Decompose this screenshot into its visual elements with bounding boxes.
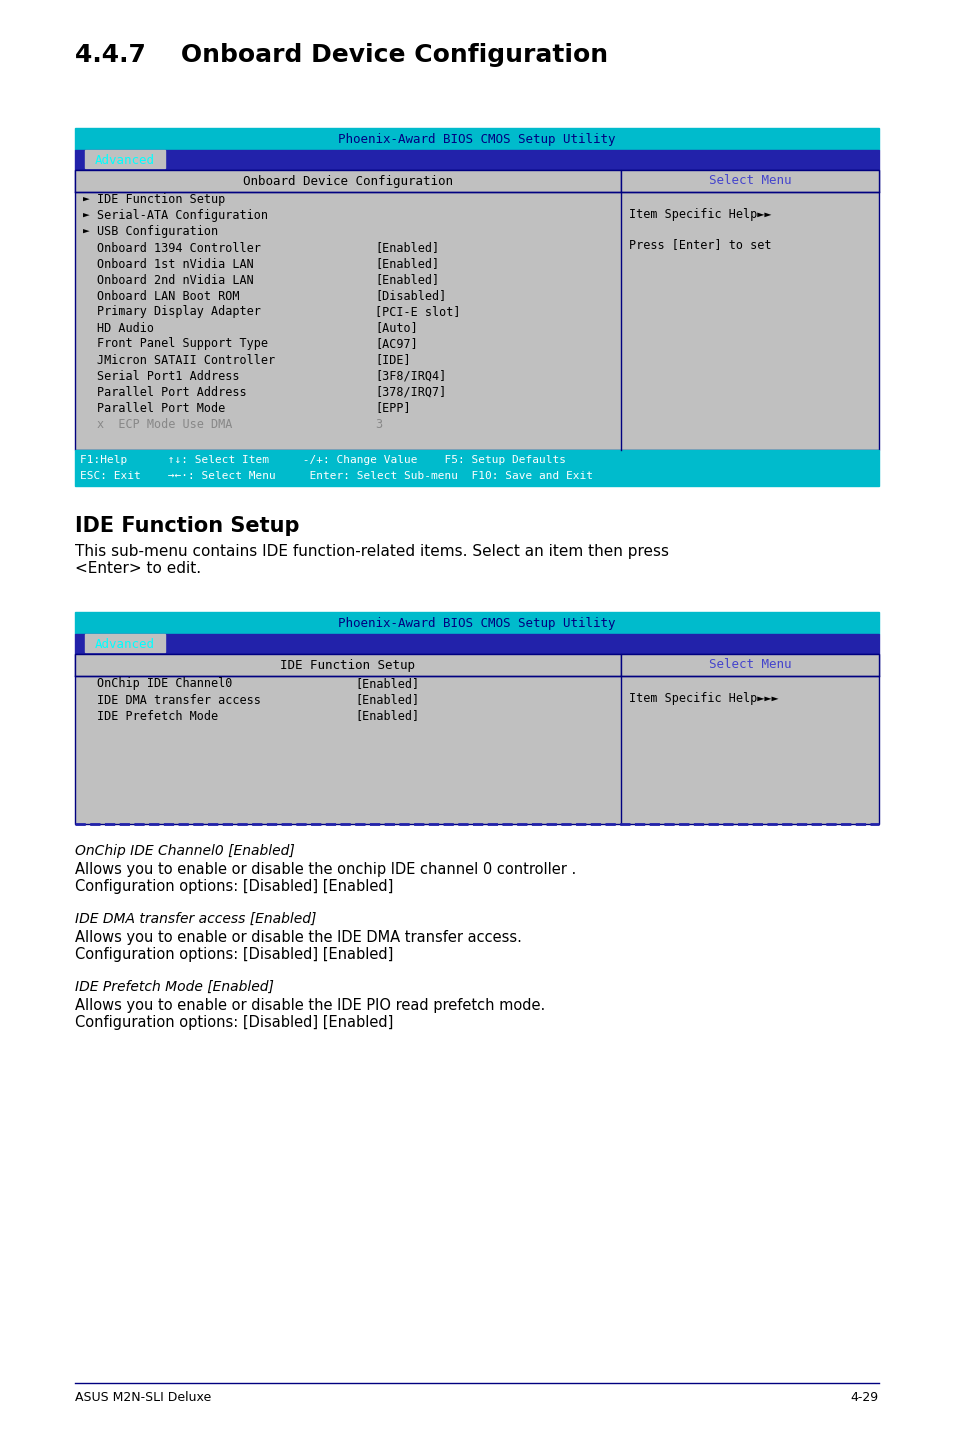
Bar xyxy=(75,654,878,824)
Text: Onboard Device Configuration: Onboard Device Configuration xyxy=(243,174,453,187)
Text: [378/IRQ7]: [378/IRQ7] xyxy=(375,385,446,398)
Text: OnChip IDE Channel0: OnChip IDE Channel0 xyxy=(97,677,233,690)
Bar xyxy=(620,170,878,193)
Bar xyxy=(75,634,878,654)
Text: [AC97]: [AC97] xyxy=(375,338,417,351)
Bar xyxy=(75,170,878,450)
Text: ►: ► xyxy=(83,196,90,206)
Bar xyxy=(75,170,620,193)
Bar xyxy=(620,654,878,676)
Text: [IDE]: [IDE] xyxy=(375,354,410,367)
Bar xyxy=(85,634,165,651)
Text: 4.4.7    Onboard Device Configuration: 4.4.7 Onboard Device Configuration xyxy=(75,43,607,68)
Text: Parallel Port Address: Parallel Port Address xyxy=(97,385,247,398)
Text: Allows you to enable or disable the onchip IDE channel 0 controller .
Configurat: Allows you to enable or disable the onch… xyxy=(75,861,576,894)
Text: Onboard LAN Boot ROM: Onboard LAN Boot ROM xyxy=(97,289,239,302)
Text: IDE DMA transfer access: IDE DMA transfer access xyxy=(97,693,260,706)
Text: [Enabled]: [Enabled] xyxy=(355,709,418,722)
Text: Allows you to enable or disable the IDE DMA transfer access.
Configuration optio: Allows you to enable or disable the IDE … xyxy=(75,930,521,962)
Text: IDE Function Setup: IDE Function Setup xyxy=(75,516,299,536)
Text: 4-29: 4-29 xyxy=(850,1391,878,1403)
Text: JMicron SATAII Controller: JMicron SATAII Controller xyxy=(97,354,274,367)
Text: USB Configuration: USB Configuration xyxy=(97,226,218,239)
Text: IDE Function Setup: IDE Function Setup xyxy=(97,194,225,207)
Text: OnChip IDE Channel0 [Enabled]: OnChip IDE Channel0 [Enabled] xyxy=(75,844,294,858)
Text: Parallel Port Mode: Parallel Port Mode xyxy=(97,401,225,414)
Text: IDE Function Setup: IDE Function Setup xyxy=(280,659,416,672)
Text: Serial-ATA Configuration: Serial-ATA Configuration xyxy=(97,210,268,223)
Text: [Enabled]: [Enabled] xyxy=(375,257,438,270)
Text: [3F8/IRQ4]: [3F8/IRQ4] xyxy=(375,370,446,383)
Bar xyxy=(75,613,878,634)
Bar xyxy=(75,450,878,486)
Text: Serial Port1 Address: Serial Port1 Address xyxy=(97,370,239,383)
Text: ►: ► xyxy=(83,227,90,237)
Bar xyxy=(75,128,878,150)
Text: [PCI-E slot]: [PCI-E slot] xyxy=(375,305,460,318)
Text: [Enabled]: [Enabled] xyxy=(355,677,418,690)
Text: ASUS M2N-SLI Deluxe: ASUS M2N-SLI Deluxe xyxy=(75,1391,211,1403)
Bar xyxy=(85,150,165,168)
Text: IDE Prefetch Mode [Enabled]: IDE Prefetch Mode [Enabled] xyxy=(75,981,274,994)
Text: [Auto]: [Auto] xyxy=(375,322,417,335)
Text: x  ECP Mode Use DMA: x ECP Mode Use DMA xyxy=(97,417,233,430)
Text: F1:Help      ↑↓: Select Item     -/+: Change Value    F5: Setup Defaults: F1:Help ↑↓: Select Item -/+: Change Valu… xyxy=(80,454,565,464)
Text: ESC: Exit    →←·: Select Menu     Enter: Select Sub-menu  F10: Save and Exit: ESC: Exit →←·: Select Menu Enter: Select… xyxy=(80,472,593,480)
Text: Advanced: Advanced xyxy=(95,154,154,167)
Text: Item Specific Help►►►: Item Specific Help►►► xyxy=(628,692,778,705)
Bar xyxy=(75,654,620,676)
Text: Item Specific Help►►

Press [Enter] to set: Item Specific Help►► Press [Enter] to se… xyxy=(628,209,771,252)
Text: Onboard 2nd nVidia LAN: Onboard 2nd nVidia LAN xyxy=(97,273,253,286)
Text: ►: ► xyxy=(83,211,90,221)
Text: Phoenix-Award BIOS CMOS Setup Utility: Phoenix-Award BIOS CMOS Setup Utility xyxy=(338,132,615,145)
Text: Primary Display Adapter: Primary Display Adapter xyxy=(97,305,260,318)
Text: [Enabled]: [Enabled] xyxy=(375,273,438,286)
Text: Onboard 1st nVidia LAN: Onboard 1st nVidia LAN xyxy=(97,257,253,270)
Text: Onboard 1394 Controller: Onboard 1394 Controller xyxy=(97,242,260,255)
Text: This sub-menu contains IDE function-related items. Select an item then press
<En: This sub-menu contains IDE function-rela… xyxy=(75,544,668,577)
Text: Select Menu: Select Menu xyxy=(708,174,790,187)
Text: IDE DMA transfer access [Enabled]: IDE DMA transfer access [Enabled] xyxy=(75,912,316,926)
Text: [EPP]: [EPP] xyxy=(375,401,410,414)
Text: Allows you to enable or disable the IDE PIO read prefetch mode.
Configuration op: Allows you to enable or disable the IDE … xyxy=(75,998,545,1031)
Text: IDE Prefetch Mode: IDE Prefetch Mode xyxy=(97,709,218,722)
Text: Phoenix-Award BIOS CMOS Setup Utility: Phoenix-Award BIOS CMOS Setup Utility xyxy=(338,617,615,630)
Text: Front Panel Support Type: Front Panel Support Type xyxy=(97,338,268,351)
Text: HD Audio: HD Audio xyxy=(97,322,153,335)
Bar xyxy=(75,150,878,170)
Text: 3: 3 xyxy=(375,417,382,430)
Text: [Disabled]: [Disabled] xyxy=(375,289,446,302)
Text: [Enabled]: [Enabled] xyxy=(375,242,438,255)
Text: Advanced: Advanced xyxy=(95,637,154,650)
Text: [Enabled]: [Enabled] xyxy=(355,693,418,706)
Text: Select Menu: Select Menu xyxy=(708,659,790,672)
